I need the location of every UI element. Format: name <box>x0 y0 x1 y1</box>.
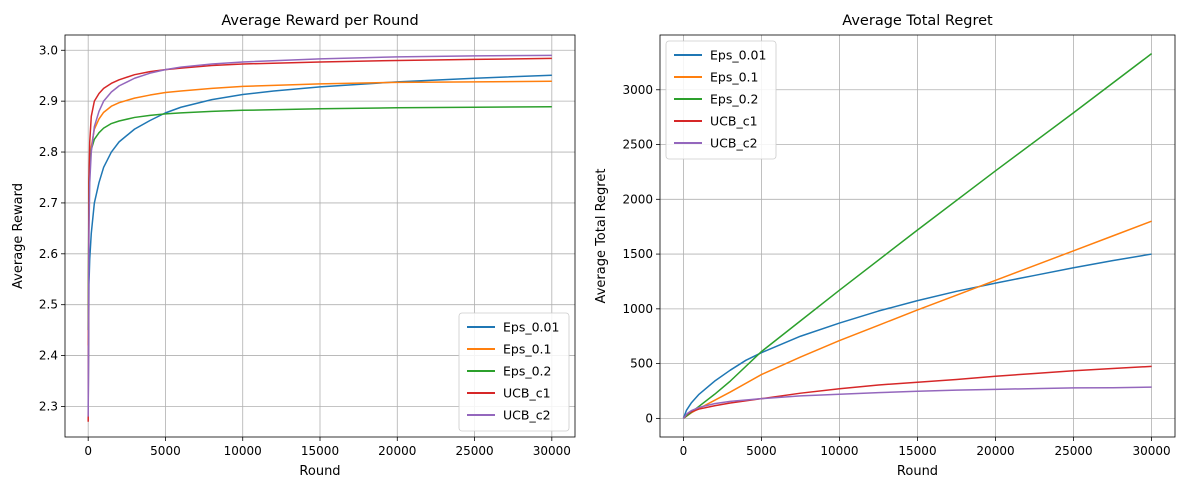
chart-1-legend-label: Eps_0.01 <box>710 48 766 63</box>
chart-1-xtick-label: 20000 <box>976 444 1014 458</box>
chart-0-legend-label: UCB_c1 <box>503 386 551 401</box>
chart-0-line-ucb-c1 <box>87 57 552 422</box>
chart-0-legend-box <box>458 312 570 432</box>
chart-0-line-ucb-c2 <box>87 54 552 417</box>
chart-1-legend-box <box>665 40 777 160</box>
chart-1-xtick-label: 0 <box>680 444 688 458</box>
chart-0-ytick-label: 2.5 <box>39 298 58 312</box>
chart-0-ytick-label: 2.8 <box>39 145 58 159</box>
chart-1-xtick-label: 30000 <box>1132 444 1170 458</box>
chart-1-xlabel: Round <box>897 464 938 479</box>
chart-1-line-ucb-c1 <box>682 365 1152 419</box>
chart-0-xtick-label: 30000 <box>533 444 571 458</box>
chart-1-title: Average Total Regret <box>842 13 993 29</box>
chart-1-line-eps-0-01 <box>682 253 1152 419</box>
chart-0-legend-label: Eps_0.1 <box>503 342 551 357</box>
chart-1-ytick-label: 0 <box>645 411 653 425</box>
chart-0-legend-label: UCB_c2 <box>503 408 551 423</box>
chart-1-legend-label: Eps_0.1 <box>710 70 758 85</box>
chart-0-xtick-label: 25000 <box>455 444 493 458</box>
chart-0-xtick-label: 20000 <box>378 444 416 458</box>
chart-0-ytick-label: 2.4 <box>39 349 58 363</box>
chart-1-ylabel: Average Total Regret <box>594 169 609 304</box>
chart-0-ytick-label: 2.9 <box>39 94 58 108</box>
chart-1-ytick-label: 1500 <box>622 247 653 261</box>
chart-1-ytick-label: 1000 <box>622 302 653 316</box>
reward-chart: 0 5000 10000 15000 20000 25000 30000 2.3 2.4 2.5 2… <box>11 13 576 479</box>
chart-0-ytick-label: 3.0 <box>39 43 58 57</box>
chart-0-line-eps-0-01 <box>87 74 552 407</box>
chart-1-ytick-label: 3000 <box>622 83 653 97</box>
chart-0-ylabel: Average Reward <box>11 183 26 289</box>
chart-1-line-eps-0-1 <box>682 220 1152 419</box>
chart-1-line-ucb-c2 <box>682 386 1152 419</box>
chart-1-legend-label: Eps_0.2 <box>710 92 758 107</box>
chart-0-legend-label: Eps_0.01 <box>503 320 559 335</box>
chart-0-ytick-label: 2.3 <box>39 399 58 413</box>
chart-1-ytick-label: 500 <box>630 357 653 371</box>
chart-0-title: Average Reward per Round <box>221 13 418 29</box>
chart-0-xtick-label: 10000 <box>224 444 262 458</box>
chart-1-xtick-label: 5000 <box>746 444 777 458</box>
chart-1-series-group <box>682 53 1153 419</box>
chart-1-ytick-label: 2000 <box>622 192 653 206</box>
chart-0-ytick-label: 2.6 <box>39 247 58 261</box>
chart-0-xtick-label: 0 <box>84 444 92 458</box>
chart-0-series-group <box>87 54 552 422</box>
chart-0-xlabel: Round <box>299 464 340 479</box>
chart-1-xtick-label: 25000 <box>1054 444 1092 458</box>
chart-1-xtick-label: 15000 <box>898 444 936 458</box>
chart-1-legend-label: UCB_c1 <box>710 114 758 129</box>
chart-1-ytick-label: 2500 <box>622 138 653 152</box>
chart-1-legend: Eps_0.01 Eps_0.1 Eps_0.2 UCB_c1 UCB_c2 <box>665 40 777 160</box>
chart-1-xtick-label: 10000 <box>820 444 858 458</box>
chart-0-legend-label: Eps_0.2 <box>503 364 551 379</box>
chart-0-xtick-label: 15000 <box>301 444 339 458</box>
chart-0-legend: Eps_0.01 Eps_0.1 Eps_0.2 UCB_c1 UCB_c2 <box>458 312 570 432</box>
chart-1-legend-label: UCB_c2 <box>710 136 758 151</box>
chart-0-xtick-label: 5000 <box>150 444 181 458</box>
chart-0-ytick-label: 2.7 <box>39 196 58 210</box>
regret-chart: 0 5000 10000 15000 20000 25000 30000 0 500 1000 15… <box>594 13 1176 479</box>
